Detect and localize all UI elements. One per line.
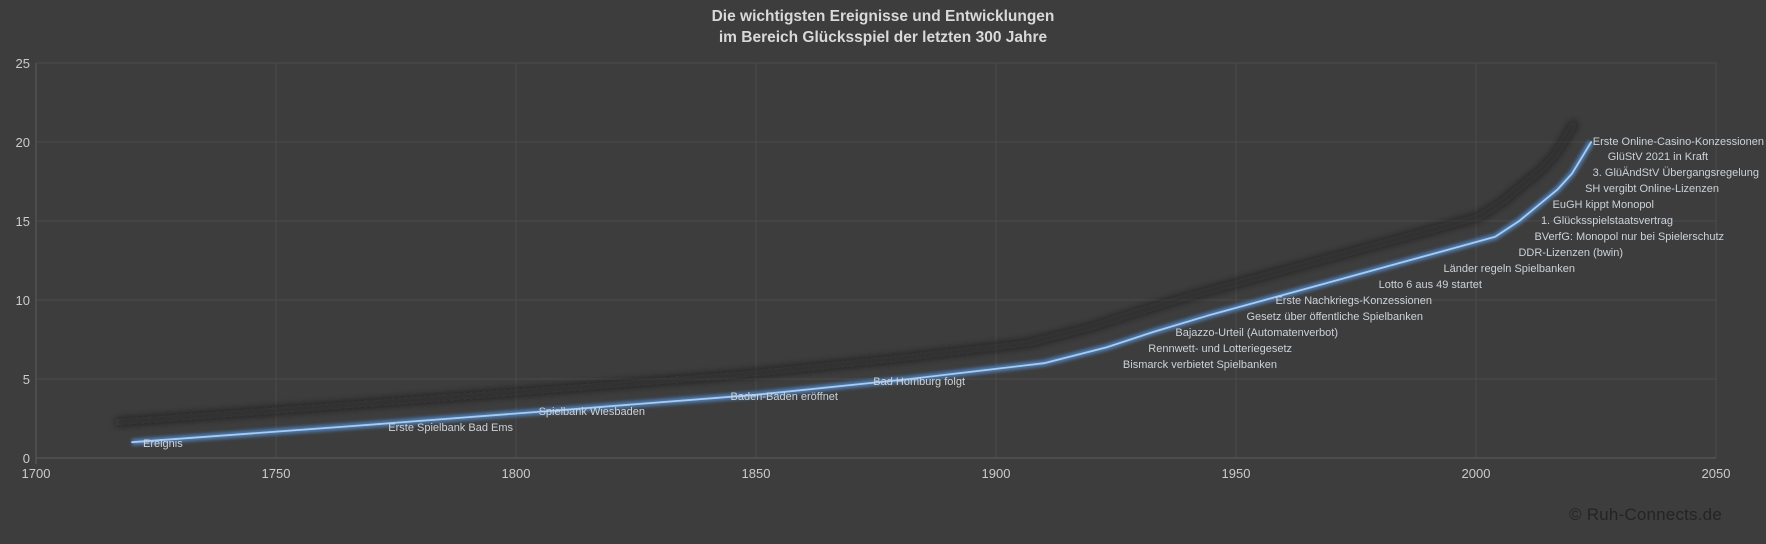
x-tick-label: 1700	[21, 466, 51, 481]
event-label: Lotto 6 aus 49 startet	[1378, 279, 1482, 291]
chart-title-line1: Die wichtigsten Ereignisse und Entwicklu…	[711, 8, 1055, 25]
event-label: Erste Nachkriegs-Konzessionen	[1275, 295, 1432, 307]
gridlines	[36, 62, 1717, 458]
event-label: BVerfG: Monopol nur bei Spielerschutz	[1534, 231, 1724, 243]
x-tick-label: 1850	[741, 466, 771, 481]
chart-title-line2: im Bereich Glücksspiel der letzten 300 J…	[718, 29, 1048, 46]
event-label: Ereignis	[143, 438, 183, 450]
event-label: Erste Spielbank Bad Ems	[388, 422, 513, 434]
event-label: Erste Online-Casino-Konzessionen	[1592, 136, 1764, 148]
event-label: Bismarck verbietet Spielbanken	[1122, 359, 1277, 371]
event-series-line	[115, 120, 1594, 446]
event-label: Baden-Baden eröffnet	[730, 391, 838, 403]
y-tick-label: 0	[22, 451, 30, 466]
x-tick-label: 2000	[1461, 466, 1491, 481]
line-glow	[131, 140, 1594, 446]
x-tick-label: 1750	[261, 466, 291, 481]
event-label: 3. GlüÄndStV Übergangsregelung	[1592, 167, 1759, 179]
x-tick-label: 1900	[981, 466, 1011, 481]
event-label: 1. Glücksspielstaatsvertrag	[1540, 215, 1673, 227]
x-tick-label: 1800	[501, 466, 531, 481]
y-tick-label: 10	[15, 293, 30, 308]
event-label: GlüStV 2021 in Kraft	[1607, 151, 1708, 163]
y-tick-label: 15	[15, 214, 30, 229]
y-tick-label: 5	[22, 372, 30, 387]
event-label: SH vergibt Online-Lizenzen	[1585, 183, 1719, 195]
y-tick-label: 25	[15, 56, 30, 71]
x-tick-label: 2050	[1701, 466, 1731, 481]
event-label: Bajazzo-Urteil (Automatenverbot)	[1175, 327, 1338, 339]
event-label: Spielbank Wiesbaden	[538, 406, 645, 418]
event-label: Gesetz über öffentliche Spielbanken	[1246, 311, 1423, 323]
watermark-text: © Ruh-Connects.de	[1569, 505, 1722, 524]
event-label: EuGH kippt Monopol	[1552, 199, 1655, 211]
event-label: Rennwett- und Lotteriegesetz	[1148, 343, 1292, 355]
line-core	[131, 141, 1593, 444]
event-label: DDR-Lizenzen (bwin)	[1518, 247, 1623, 259]
chart-title: Die wichtigsten Ereignisse und Entwicklu…	[0, 6, 1766, 48]
axes	[35, 63, 1716, 464]
y-tick-label: 20	[15, 135, 30, 150]
x-tick-label: 1950	[1221, 466, 1251, 481]
event-label: Länder regeln Spielbanken	[1443, 263, 1576, 275]
event-label: Bad Homburg folgt	[873, 376, 965, 388]
line-drop-shadow	[115, 120, 1579, 426]
